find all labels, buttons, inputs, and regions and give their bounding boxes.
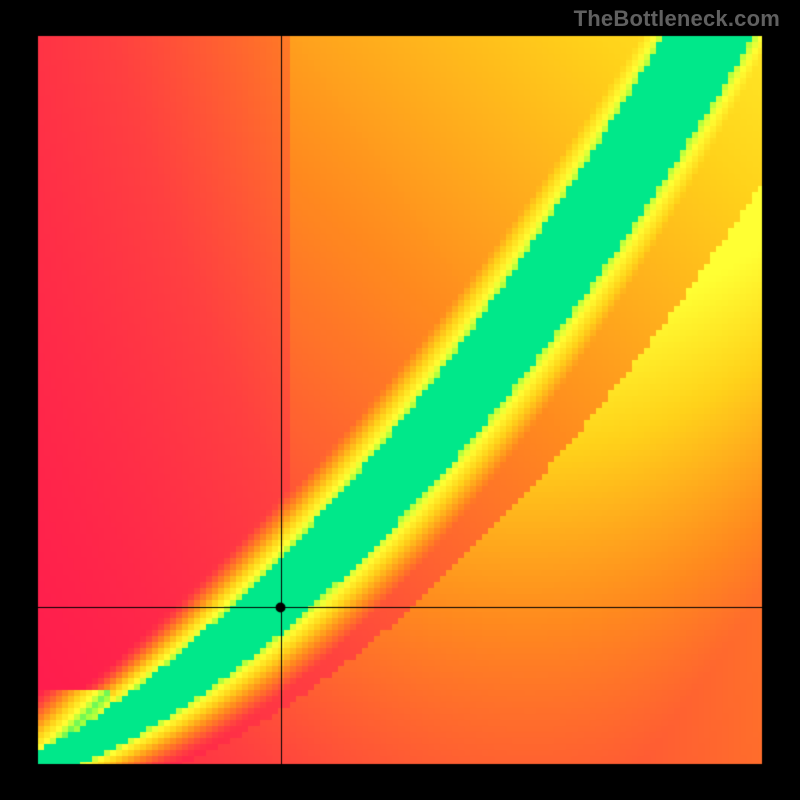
watermark-text: TheBottleneck.com [574,6,780,32]
heatmap-canvas [0,0,800,800]
chart-container: TheBottleneck.com [0,0,800,800]
